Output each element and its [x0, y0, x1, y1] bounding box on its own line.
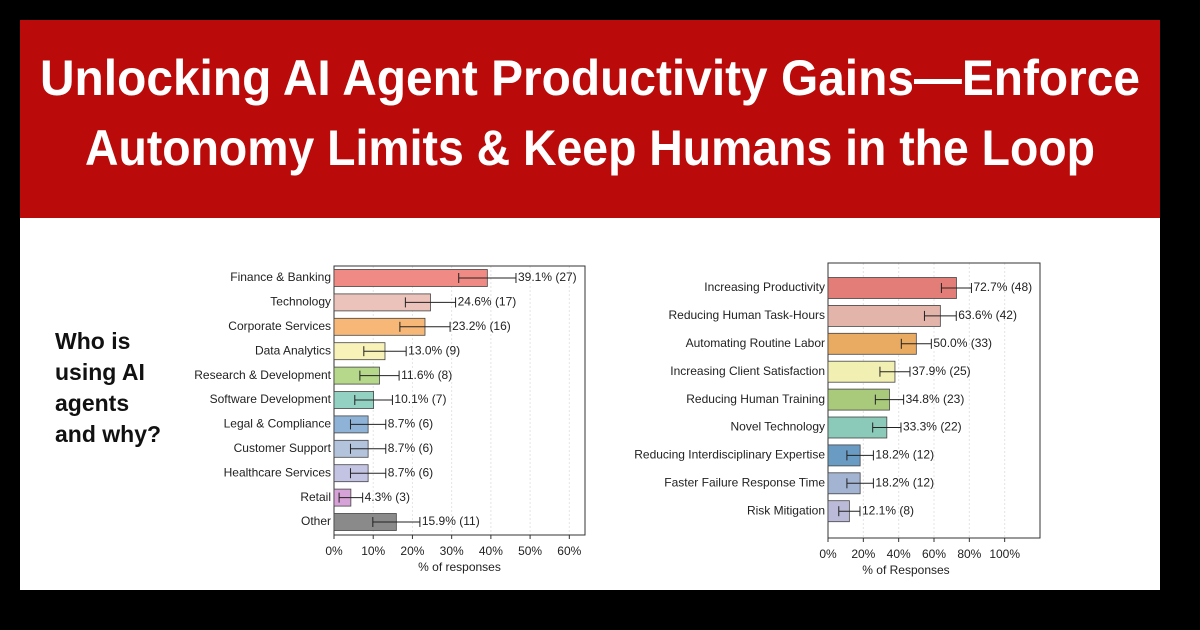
category-label: Corporate Services — [228, 319, 331, 333]
value-label: 15.9% (11) — [422, 514, 480, 528]
side-question: Who is — [55, 328, 130, 354]
title-line: Unlocking AI Agent Productivity Gains—En… — [40, 50, 1140, 106]
category-label: Customer Support — [234, 441, 332, 455]
category-label: Risk Mitigation — [747, 503, 825, 517]
x-tick-label: 50% — [518, 544, 542, 558]
header-band — [20, 20, 1160, 218]
value-label: 12.1% (8) — [862, 503, 914, 517]
category-label: Data Analytics — [255, 343, 331, 357]
x-tick-label: 40% — [887, 547, 911, 561]
x-tick-label: 20% — [400, 544, 424, 558]
x-axis-label: % of Responses — [862, 563, 949, 577]
x-tick-label: 40% — [479, 544, 503, 558]
side-question: using AI — [55, 359, 145, 385]
bar — [827, 304, 941, 327]
category-label: Reducing Human Task-Hours — [668, 308, 825, 322]
value-label: 33.3% (22) — [903, 420, 962, 434]
value-label: 13.0% (9) — [408, 343, 460, 357]
x-tick-label: 100% — [989, 547, 1020, 561]
category-label: Research & Development — [194, 368, 331, 382]
category-label: Reducing Interdisciplinary Expertise — [634, 448, 825, 462]
value-label: 11.6% (8) — [401, 368, 452, 382]
value-label: 63.6% (42) — [958, 308, 1017, 322]
category-label: Retail — [300, 490, 331, 504]
side-question: agents — [55, 390, 129, 416]
value-label: 34.8% (23) — [906, 392, 965, 406]
side-question: and why? — [55, 421, 161, 447]
value-label: 24.6% (17) — [458, 295, 517, 309]
x-tick-label: 30% — [440, 544, 464, 558]
category-label: Reducing Human Training — [686, 392, 825, 406]
value-label: 8.7% (6) — [388, 441, 433, 455]
x-tick-label: 10% — [361, 544, 385, 558]
title-line: Autonomy Limits & Keep Humans in the Loo… — [85, 120, 1095, 176]
category-label: Technology — [270, 295, 331, 309]
value-label: 18.2% (12) — [875, 448, 934, 462]
category-label: Increasing Productivity — [704, 280, 825, 294]
category-label: Faster Failure Response Time — [664, 475, 825, 489]
category-label: Other — [301, 514, 331, 528]
x-tick-label: 60% — [557, 544, 581, 558]
category-label: Increasing Client Satisfaction — [670, 364, 825, 378]
x-tick-label: 20% — [851, 547, 875, 561]
value-label: 23.2% (16) — [452, 319, 511, 333]
value-label: 8.7% (6) — [388, 465, 433, 479]
category-label: Automating Routine Labor — [686, 336, 825, 350]
value-label: 37.9% (25) — [912, 364, 971, 378]
x-tick-label: 0% — [325, 544, 343, 558]
value-label: 39.1% (27) — [518, 270, 577, 284]
bar — [827, 277, 957, 299]
category-label: Legal & Compliance — [224, 417, 332, 431]
category-label: Novel Technology — [730, 420, 825, 434]
value-label: 72.7% (48) — [973, 280, 1032, 294]
value-label: 8.7% (6) — [388, 417, 433, 431]
category-label: Healthcare Services — [224, 465, 331, 479]
value-label: 4.3% (3) — [365, 490, 410, 504]
value-label: 18.2% (12) — [875, 475, 934, 489]
x-tick-label: 80% — [957, 547, 981, 561]
x-tick-label: 0% — [819, 547, 837, 561]
value-label: 50.0% (33) — [933, 336, 992, 350]
category-label: Finance & Banking — [230, 270, 331, 284]
value-label: 10.1% (7) — [394, 392, 446, 406]
category-label: Software Development — [210, 392, 332, 406]
x-tick-label: 60% — [922, 547, 946, 561]
x-axis-label: % of responses — [418, 560, 501, 574]
